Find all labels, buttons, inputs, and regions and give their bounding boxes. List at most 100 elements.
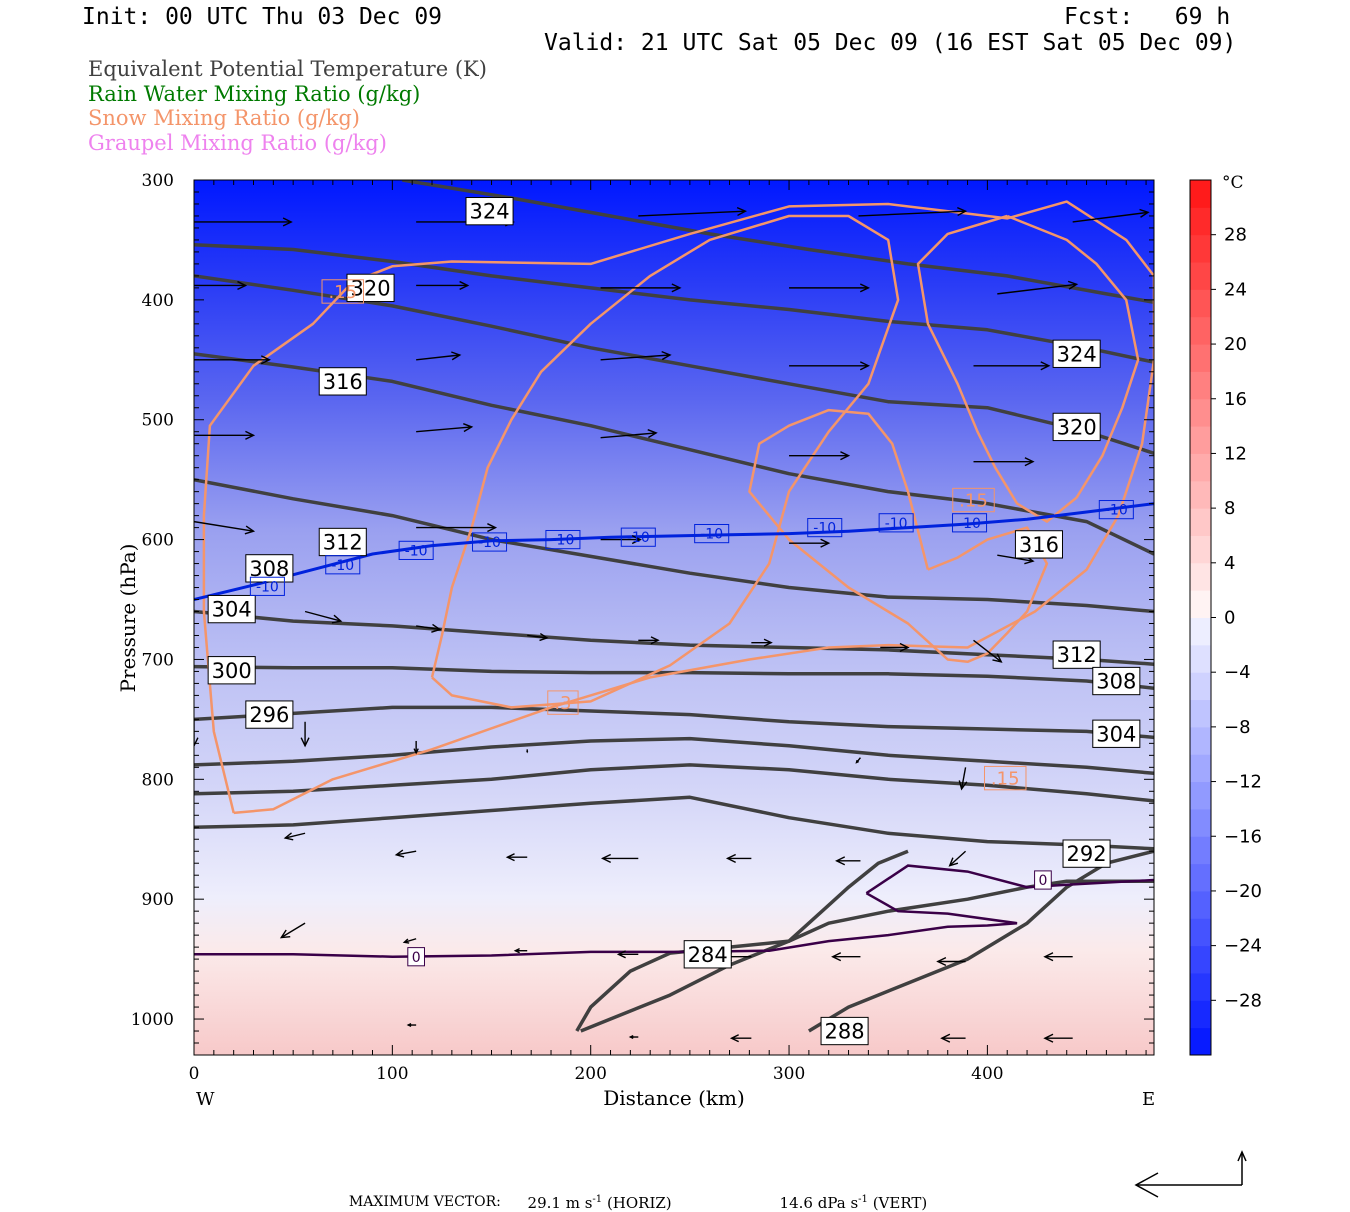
wind-vector: [973, 457, 1035, 467]
wind-vector: [402, 938, 417, 944]
theta-e-contour-332: [402, 180, 1154, 305]
theta-e-label: 316: [1014, 530, 1063, 559]
wind-vector: [527, 632, 549, 642]
colorbar-tick-label: −20: [1224, 881, 1262, 902]
wind-vector: [194, 355, 271, 365]
svg-text:-10: -10: [1105, 503, 1128, 519]
x-tick-label: 100: [376, 1064, 408, 1084]
wind-vector: [936, 956, 966, 967]
svg-text:-10: -10: [700, 527, 723, 543]
x-axis-right-label: E: [1142, 1089, 1155, 1110]
snow-label: .15: [321, 279, 365, 304]
legend-theta-e: Equivalent Potential Temperature (K): [88, 57, 487, 81]
minus10-isotherm-label: -10: [545, 529, 581, 550]
colorbar-tick-label: −12: [1224, 772, 1262, 793]
svg-text:296: 296: [249, 703, 289, 727]
svg-text:-10: -10: [405, 543, 428, 559]
theta-e-contour-288: [580, 849, 909, 1033]
wind-vector: [855, 757, 861, 764]
legend-graupel: Graupel Mixing Ratio (g/kg): [88, 131, 387, 155]
wind-vector: [194, 719, 199, 748]
theta-e-contour-308: [194, 664, 1154, 690]
colorbar-segment: [1190, 316, 1211, 345]
theta-e-contour-316: [194, 477, 1154, 614]
wind-vector: [616, 950, 639, 959]
svg-text:304: 304: [212, 598, 252, 622]
colorbar-segment: [1190, 508, 1211, 536]
minus10-isotherm-label: -10: [398, 540, 434, 560]
wind-vector: [789, 361, 870, 371]
svg-text:316: 316: [1019, 533, 1059, 557]
x-axis-left-label: W: [196, 1089, 215, 1110]
wind-vector: [526, 749, 529, 754]
wind-vector: [831, 952, 861, 962]
wind-vector: [416, 423, 474, 433]
wind-vector: [505, 853, 528, 862]
wind-vector: [1043, 952, 1073, 962]
svg-text:304: 304: [1096, 722, 1136, 746]
colorbar-segment: [1190, 426, 1211, 454]
wind-vector: [997, 280, 1079, 295]
colorbar-segment: [1190, 344, 1211, 372]
svg-text:-10: -10: [256, 579, 279, 595]
svg-text:.15: .15: [959, 491, 988, 512]
colorbar-segment: [1190, 453, 1211, 482]
theta-e-contour-328: [194, 242, 1154, 364]
minus10-isotherm-label: -10: [694, 523, 730, 544]
colorbar-tick-label: −28: [1224, 990, 1262, 1011]
svg-text:.15: .15: [328, 282, 357, 303]
theta-e-label: 292: [1062, 839, 1111, 868]
wind-vector: [751, 638, 773, 647]
colorbar-segment: [1190, 480, 1211, 509]
theta-e-label: 288: [820, 1016, 869, 1046]
theta-e-label: 312: [318, 527, 367, 557]
colorbar-tick-label: 16: [1224, 389, 1247, 410]
wind-vector: [638, 206, 748, 217]
theta-e-label: 284: [683, 940, 732, 969]
colorbar-segment: [1190, 1000, 1211, 1029]
colorbar-segment: [1190, 972, 1211, 1001]
minus10-isotherm: [194, 502, 1154, 601]
svg-text:-10: -10: [813, 521, 836, 537]
wind-vector: [638, 636, 660, 645]
y-tick-label: 500: [142, 411, 174, 431]
theta-e-label: 312: [1052, 640, 1101, 669]
wind-vector: [628, 1035, 639, 1040]
minus10-isotherm-label: -10: [952, 513, 988, 533]
y-tick-label: 700: [142, 650, 174, 670]
theta-e-label: 320: [346, 273, 395, 303]
theta-e-contour-312: [194, 609, 1154, 666]
colorbar-tick-label: 12: [1224, 443, 1247, 464]
snow-contour-0.15: [916, 214, 1140, 523]
svg-text:-10: -10: [958, 516, 981, 532]
wind-vector: [304, 610, 343, 624]
theta-e-contour-304: [194, 705, 1154, 740]
minus10-isotherm-label: -10: [1098, 500, 1134, 520]
snow-label: .15: [952, 487, 995, 513]
theta-e-contour-300: [194, 736, 1154, 776]
x-tick-label: 400: [971, 1064, 1003, 1084]
theta-e-label: 308: [245, 554, 294, 583]
wind-vector: [194, 520, 256, 535]
y-tick-label: 300: [142, 171, 174, 191]
theta-e-label: 300: [207, 656, 256, 685]
colorbar-segment: [1190, 371, 1211, 400]
svg-text:320: 320: [350, 276, 390, 300]
svg-text:-10: -10: [478, 535, 501, 551]
svg-text:-10: -10: [885, 516, 908, 532]
y-axis-label: Pressure (hPa): [116, 544, 140, 693]
wind-vector: [416, 523, 498, 533]
theta-e-label: 296: [245, 700, 294, 729]
svg-text:284: 284: [688, 943, 728, 967]
legend-snow: Snow Mixing Ratio (g/kg): [88, 106, 360, 130]
theta-e-contour-292: [194, 795, 1154, 851]
wind-vector: [835, 856, 861, 866]
svg-text:316: 316: [323, 370, 363, 394]
svg-text:308: 308: [1096, 670, 1136, 694]
wind-vector: [973, 639, 1003, 663]
minus10-isotherm-label: -10: [472, 532, 508, 552]
colorbar-segment: [1190, 562, 1211, 591]
max-vector-vert: 14.6 dPa s-1 (VERT): [779, 1194, 928, 1212]
wind-vector: [416, 351, 462, 361]
